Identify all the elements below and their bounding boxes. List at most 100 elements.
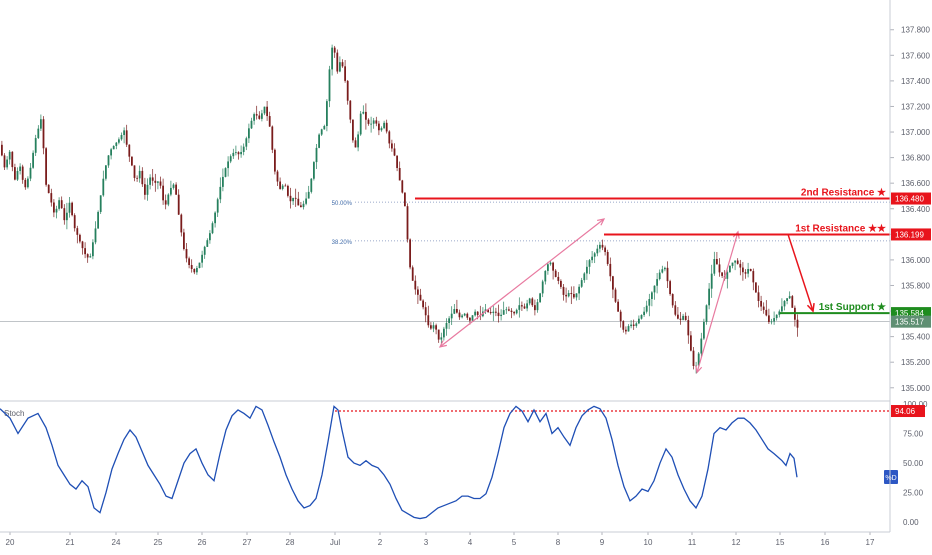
time-tick-label: 28 [286,538,295,547]
candle-body [781,306,783,312]
candle-body [328,69,331,102]
candle-body [331,47,333,70]
price-tick-label: 137.000 [901,128,930,137]
candle-body [396,155,398,168]
candle-body [240,151,242,155]
candle-body [703,321,705,339]
candle-body [692,350,695,366]
candle-body [700,338,703,354]
candle-body [253,114,255,121]
candle-body [6,159,8,168]
candle-body [713,259,716,274]
candle-body [674,305,677,315]
candle-body [710,273,713,289]
candle-body [622,321,625,330]
candle-body [323,126,326,130]
fib-level-label: 50.00% [332,201,353,207]
candle-body [380,128,383,131]
candle-body [453,309,456,314]
time-tick-label: 5 [512,538,517,547]
candle-body [76,228,79,235]
candle-body [141,170,144,185]
stoch-title: Stoch [4,409,24,418]
price-tick-label: 136.400 [901,205,930,214]
candle-body [352,119,354,141]
candle-body [131,156,133,166]
candle-body [599,244,601,249]
candle-body [391,143,393,149]
candle-body [19,166,21,171]
level-price-tag-text: 136.199 [895,230,924,239]
candle-body [570,293,573,295]
candle-body [445,322,448,329]
candle-body [370,123,372,125]
candle-body [773,318,775,322]
candle-body [653,285,656,293]
candle-body [237,152,240,155]
candle-body [523,306,526,309]
candle-body [24,179,27,188]
time-tick-label: 4 [468,538,473,547]
candle-body [40,119,42,129]
trend-arrowhead [438,340,447,348]
candle-body [531,298,534,306]
candle-body [32,152,34,168]
candle-body [162,185,164,201]
candle-body [448,318,450,323]
candle-body [164,200,167,205]
candle-body [346,80,349,101]
stoch-tick-label: 0.00 [903,518,919,527]
candle-body [255,114,258,116]
candle-body [461,315,463,318]
candle-body [549,262,552,265]
candle-body [99,195,102,212]
candle-body [404,192,406,207]
candle-body [320,129,323,135]
candle-body [300,205,302,208]
candle-body [3,155,6,168]
price-tick-label: 137.400 [901,77,930,86]
candle-body [375,120,378,124]
time-axis: 20 21 24 25 26 27 28 Jul 2 3 4 5 8 9 10 11 12 15 16 17 [6,532,875,547]
time-tick-label: 16 [821,538,830,547]
candle-body [21,166,24,180]
time-tick-label: 12 [732,538,741,547]
candle-body [92,242,94,257]
time-tick-label: 8 [556,538,561,547]
candle-body [201,254,203,263]
candle-body [177,194,180,215]
candle-body [193,268,196,273]
candle-body [417,289,419,295]
candle-body [261,113,263,119]
candle-body [505,309,508,311]
candle-body [196,267,198,273]
candle-body [783,301,786,307]
candle-body [365,111,367,120]
candle-body [89,256,92,258]
candle-body [508,309,510,311]
candle-body [437,329,440,340]
trend-arrowhead [695,365,703,374]
candle-body [68,202,71,213]
candle-body [430,325,432,329]
candle-body [664,267,666,270]
candle-body [651,292,653,300]
candle-body [775,314,778,319]
candle-body [97,211,99,229]
candle-body [190,265,193,269]
candle-body [786,298,788,302]
stoch-tick-label: 50.00 [903,459,924,468]
time-tick-label: 10 [644,538,653,547]
candle-body [734,260,736,263]
candle-body [661,269,664,273]
candle-body [279,181,281,189]
candle-body [188,258,190,266]
candle-body [63,208,66,221]
candle-body [185,249,188,259]
candle-body [643,311,645,316]
candle-body [791,296,794,308]
candle-body [617,301,619,312]
candle-body [606,251,609,264]
candle-body [427,315,430,326]
candle-body [679,318,682,320]
